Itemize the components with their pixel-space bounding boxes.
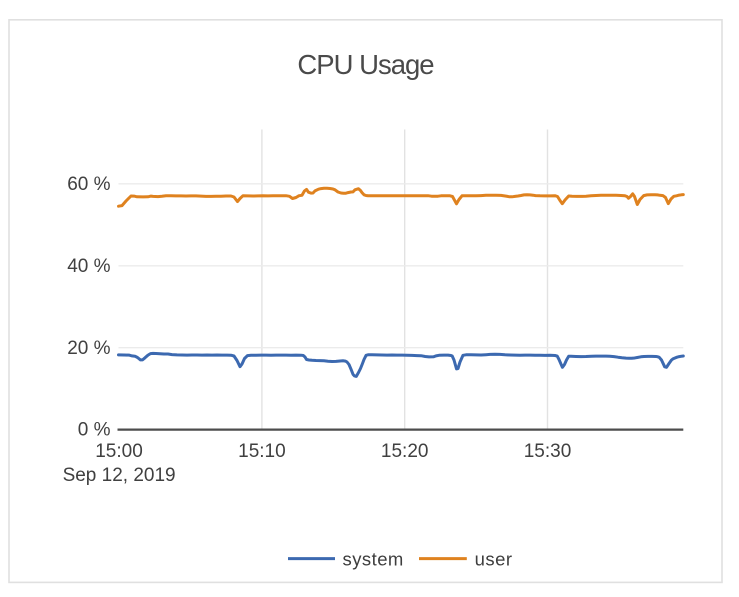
- svg-text:15:30: 15:30: [524, 441, 572, 462]
- svg-text:system: system: [343, 548, 404, 569]
- svg-text:15:10: 15:10: [238, 441, 286, 462]
- svg-text:20 %: 20 %: [67, 338, 110, 359]
- svg-text:0 %: 0 %: [78, 420, 111, 441]
- svg-text:user: user: [475, 548, 513, 569]
- svg-text:40 %: 40 %: [67, 256, 110, 277]
- svg-text:CPU Usage: CPU Usage: [297, 49, 434, 80]
- svg-text:15:20: 15:20: [381, 441, 429, 462]
- svg-text:Sep 12, 2019: Sep 12, 2019: [63, 465, 176, 486]
- svg-text:60 %: 60 %: [67, 174, 110, 195]
- svg-text:15:00: 15:00: [95, 441, 143, 462]
